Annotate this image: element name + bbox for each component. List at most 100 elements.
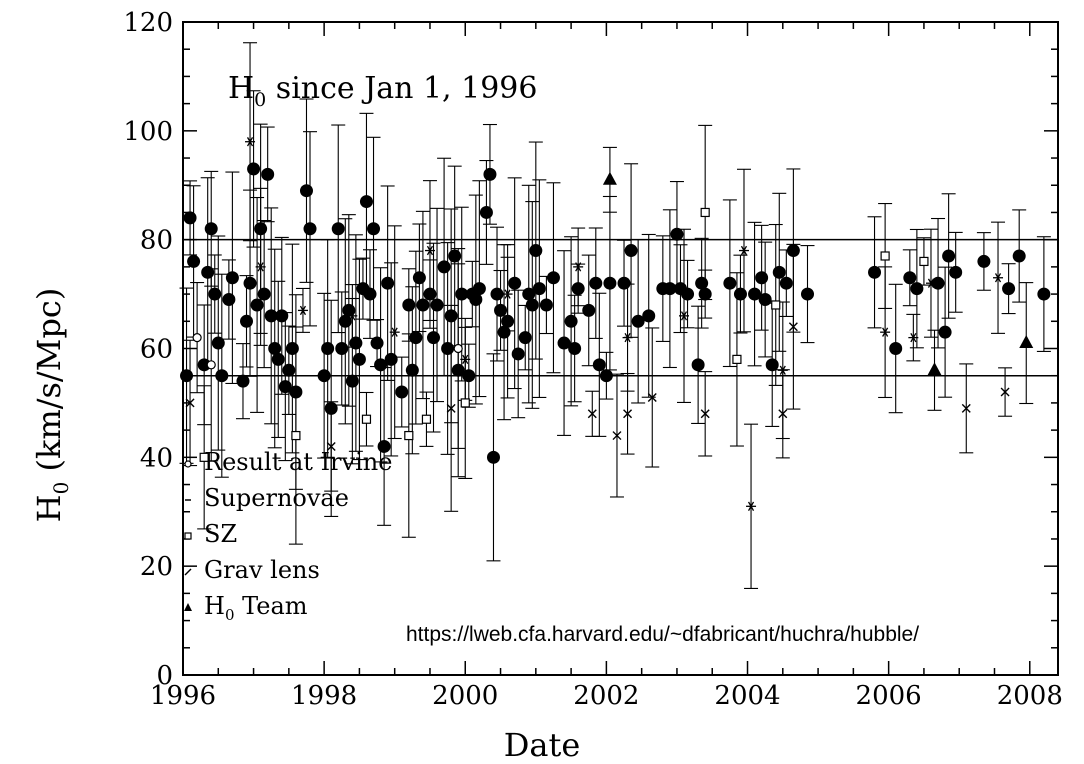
point-sz [361,414,372,424]
point-supernova [777,365,788,375]
point-filled [486,450,500,464]
y-axis-label-h: H [30,494,68,522]
point-filled [462,369,476,383]
y-tick-label: 120 [123,8,173,38]
point-sz [771,300,781,310]
point-sz [421,414,432,424]
legend-label-sub: 0 [225,606,235,624]
x-tick-label: 2000 [432,681,498,711]
point-supernova [389,327,400,337]
point-grav-lens [446,403,456,413]
point-supernova [460,354,471,365]
point-filled [511,347,525,361]
point-filled [250,298,264,312]
point-filled [1002,282,1016,296]
point-supernova-stroke [391,327,398,337]
point-grav-lens-stroke [647,392,657,402]
point-filled [412,271,426,285]
point-grav-lens-stroke [961,403,971,413]
legend: Result at Irvine Supernovae SZ Grav lens H0 … [184,448,392,624]
x-tick-label: 2004 [714,681,780,711]
point-filled [479,205,493,219]
point-filled [518,331,532,345]
point-sz [460,398,470,408]
point-supernova [573,262,584,272]
point-grav-lens [778,409,788,419]
point-filled [261,167,275,181]
point-filled [317,369,331,383]
y-tick-label: 100 [123,117,173,147]
point-filled [201,265,215,279]
point-filled [416,298,430,312]
point-filled [1012,249,1026,263]
point-filled [208,287,222,301]
point-sz [199,452,209,462]
y-tick-label: 40 [140,443,173,473]
point-filled [642,309,656,323]
x-tick-label: 2002 [573,681,639,711]
point-supernova [993,273,1004,283]
chart-title-h: H [228,71,254,106]
point-filled [236,374,250,388]
legend-marker-irvine [184,460,192,468]
point-filled [592,358,606,372]
x-tick-label: 1998 [291,681,357,711]
x-tick-label: 1996 [150,681,216,711]
point-grav-lens-stroke [623,409,633,419]
point-filled [211,336,225,350]
point-supernova-stroke [910,332,917,343]
point-filled [222,293,236,307]
point-supernova [424,245,435,256]
point-supernova-stroke [349,311,356,321]
point-sz [732,354,742,364]
legend-marker-grav-lens [184,568,192,576]
point-supernova [880,327,891,337]
point-filled [631,314,645,328]
point-supernova-stroke [462,354,469,365]
point-filled [395,385,409,399]
point-supernova-stroke [257,262,264,272]
point-filled [1037,287,1051,301]
point-filled [469,293,483,307]
point-filled [381,276,395,290]
point-h0-team [1019,335,1034,349]
point-filled [423,287,437,301]
point-supernova-stroke [299,305,307,316]
point-filled [624,244,638,258]
point-supernova [502,289,513,299]
legend-label: Supernovae [204,484,349,512]
point-supernova [245,137,256,147]
point-supernova [347,311,358,321]
point-filled [437,260,451,274]
point-grav-lens [587,409,597,419]
point-supernova-stroke [882,327,889,337]
point-irvine [206,360,216,370]
point-supernova-stroke [994,273,1002,283]
point-filled [215,369,229,383]
y-tick-label: 60 [140,335,173,365]
point-filled [303,222,317,236]
chart-title-sub: 0 [254,89,266,111]
data-points [180,137,1051,511]
point-filled [490,287,504,301]
point-supernova [255,262,266,272]
tick-labels: 1996 1998 2000 2002 2004 2006 2008 0 20 40 60 80 100… [123,8,1063,711]
point-filled [571,282,585,296]
point-filled [494,303,508,317]
point-sz [291,430,301,441]
point-filled [529,244,543,258]
legend-label: H0 Team [204,592,308,624]
point-grav-lens [185,398,195,408]
point-filled [409,331,423,345]
point-filled [779,276,793,290]
point-filled [539,298,553,312]
point-irvine [453,343,463,354]
point-filled [589,276,603,290]
point-filled [532,282,546,296]
point-filled [299,184,313,198]
legend-item: Result at Irvine [184,448,392,476]
point-supernova [738,245,749,256]
point-filled [448,249,462,263]
point-filled [765,358,779,372]
point-filled [546,271,560,285]
